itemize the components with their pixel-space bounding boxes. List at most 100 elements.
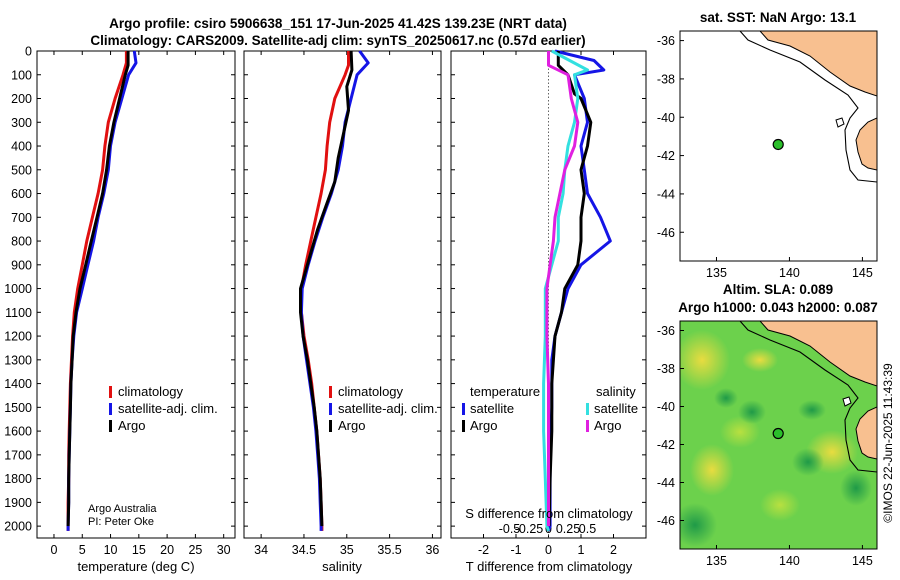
salinity-axes [243, 50, 442, 539]
lat-tick-label: -42 [657, 438, 675, 452]
series-line [299, 50, 354, 527]
lon-tick-label: 145 [852, 554, 873, 568]
temperature-x-label: temperature (deg C) [77, 559, 194, 574]
legend-heading-salinity: salinity [596, 384, 636, 399]
series-line [547, 51, 593, 527]
x-tick-label: 10 [104, 543, 118, 557]
lat-tick-label: -40 [657, 400, 675, 414]
salinity-series [299, 50, 370, 531]
lon-tick-label: 140 [779, 266, 800, 280]
x-tick-label: 0 [545, 543, 552, 557]
depth-tick-label: 1900 [4, 496, 32, 510]
depth-tick-label: 1800 [4, 472, 32, 486]
salinity-legend: climatology satellite-adj. clim. Argo [329, 384, 438, 433]
imos-watermark: ©IMOS 22-Jun-2025 11:43:39 [881, 363, 895, 523]
x-tick-label: 35.5 [377, 543, 401, 557]
depth-tick-label: 300 [11, 116, 32, 130]
sla-map-lat-ticks: -36 -38 -40 -42 -44 -46 [657, 324, 684, 528]
lat-tick-label: -36 [657, 34, 675, 48]
land-mainland [759, 31, 877, 97]
x-tick-label: 35 [340, 543, 354, 557]
depth-tick-label: 1300 [4, 353, 32, 367]
x-tick-label: 20 [160, 543, 174, 557]
legend-heading-temperature: temperature [470, 384, 540, 399]
legend-swatch-s-satellite [586, 403, 589, 415]
lon-tick-label: 145 [852, 266, 873, 280]
s-tick-label: 0.25 [556, 522, 580, 536]
lat-tick-label: -38 [657, 362, 675, 376]
x-tick-label: 0 [50, 543, 57, 557]
legend-label-t-argo: Argo [470, 418, 497, 433]
depth-tick-label: 1000 [4, 282, 32, 296]
land-mainland [759, 321, 877, 387]
legend-label-argo: Argo [118, 418, 145, 433]
legend-label-s-argo: Argo [594, 418, 621, 433]
legend-label-s-satellite: satellite [594, 401, 638, 416]
legend-swatch-argo [329, 420, 332, 432]
temperature-legend: climatology satellite-adj. clim. Argo [109, 384, 218, 433]
lon-tick-label: 140 [779, 554, 800, 568]
lon-tick-label: 135 [706, 554, 727, 568]
lon-tick-label: 135 [706, 266, 727, 280]
depth-tick-label: 2000 [4, 520, 32, 534]
depth-tick-label: 1700 [4, 448, 32, 462]
figure-title-line-2: Climatology: CARS2009. Satellite-adj cli… [90, 33, 585, 48]
depth-tick-label: 100 [11, 68, 32, 82]
legend-label-satellite: satellite-adj. clim. [338, 401, 438, 416]
difference-s-label: S difference from climatology [465, 506, 633, 521]
difference-series [542, 49, 612, 532]
s-tick-label: 0.5 [579, 522, 596, 536]
lat-tick-label: -44 [657, 476, 675, 490]
depth-tick-label: 1200 [4, 330, 32, 344]
depth-tick-label: 500 [11, 163, 32, 177]
temperature-x-ticks: 0 5 10 15 20 25 30 [50, 51, 231, 557]
x-tick-label: 36 [425, 543, 439, 557]
lat-tick-label: -38 [657, 72, 675, 86]
depth-tick-label: 0 [25, 45, 32, 59]
legend-swatch-t-argo [462, 420, 465, 432]
depth-tick-label: 200 [11, 92, 32, 106]
legend-label-satellite: satellite-adj. clim. [118, 401, 218, 416]
depth-tick-label: 800 [11, 235, 32, 249]
depth-tick-label: 1600 [4, 425, 32, 439]
shelf-contour [739, 31, 877, 183]
x-tick-label: 25 [188, 543, 202, 557]
x-tick-label: 2 [610, 543, 617, 557]
s-tick-label: -0.5 [499, 522, 521, 536]
island-outline [835, 117, 845, 128]
temperature-series [66, 50, 138, 531]
sla-map-frame [679, 320, 878, 550]
sst-map-lat-ticks: -36 -38 -40 -42 -44 -46 [657, 34, 684, 240]
x-tick-label: 15 [132, 543, 146, 557]
legend-label-t-satellite: satellite [470, 401, 514, 416]
x-tick-label: 5 [79, 543, 86, 557]
difference-legend: temperature satellite Argo salinity sate… [462, 384, 638, 433]
land-tasmania [855, 117, 877, 171]
credit-line-1: Argo Australia [88, 503, 157, 515]
lat-tick-label: -44 [657, 187, 675, 201]
sla-map-title-line-2: Argo h1000: 0.043 h2000: 0.087 [678, 300, 878, 315]
x-tick-label: -2 [478, 543, 489, 557]
legend-swatch-climatology [329, 386, 332, 398]
x-tick-label: 34 [254, 543, 268, 557]
credit-line-2: PI: Peter Oke [88, 516, 154, 528]
legend-swatch-satellite [109, 403, 112, 415]
sst-map-lon-ticks: 135 140 145 [706, 257, 873, 280]
lat-tick-label: -46 [657, 226, 675, 240]
sst-map-title: sat. SST: NaN Argo: 13.1 [700, 10, 857, 25]
depth-tick-labels: 0 100 200 300 400 500 600 700 800 900 1000 1100 1200… [4, 45, 646, 534]
x-tick-label: -1 [510, 543, 521, 557]
series-line [542, 49, 589, 532]
series-line [545, 51, 580, 527]
shelf-contour [739, 321, 877, 473]
x-tick-label: 30 [217, 543, 231, 557]
depth-tick-label: 400 [11, 140, 32, 154]
lat-tick-label: -36 [657, 324, 675, 338]
depth-tick-label: 1500 [4, 401, 32, 415]
sla-map-lon-ticks: 135 140 145 [706, 545, 873, 568]
sla-map-title-line-1: Altim. SLA: 0.089 [723, 282, 833, 297]
difference-x-ticks: -2 -1 0 1 2 [478, 51, 617, 557]
legend-label-argo: Argo [338, 418, 365, 433]
island-outline [842, 396, 852, 407]
series-line [66, 51, 130, 527]
